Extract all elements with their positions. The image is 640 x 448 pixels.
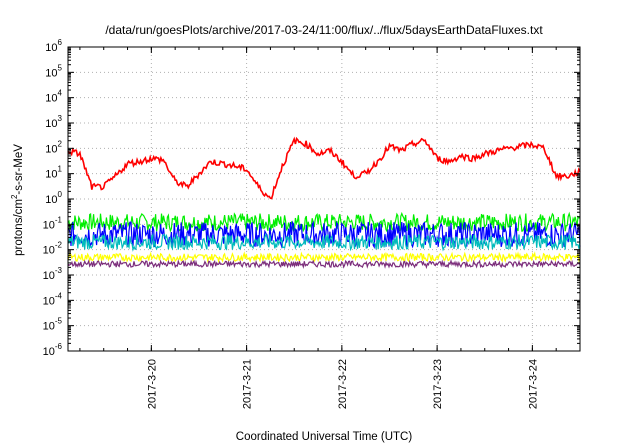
series-line-3 (67, 220, 581, 250)
y-tick-exponent: -2 (55, 241, 63, 250)
x-tick-label: 2017-3-20 (146, 359, 158, 409)
y-tick-label: 10-4 (43, 291, 63, 307)
y-tick-exponent: 5 (58, 63, 63, 72)
y-tick-labels: 10-610-510-410-310-210-11001011021031041… (43, 38, 63, 358)
x-tick-label: 2017-3-23 (432, 359, 444, 409)
y-tick-label: 10-5 (43, 317, 63, 333)
y-tick-base: 10 (45, 118, 57, 130)
y-tick-exponent: 6 (58, 38, 63, 47)
y-tick-label: 105 (45, 63, 62, 79)
y-tick-label: 10-1 (43, 215, 63, 231)
x-axis-label: Coordinated Universal Time (UTC) (236, 431, 413, 443)
y-tick-base: 10 (43, 219, 55, 231)
series-line-5 (67, 251, 581, 264)
y-tick-label: 10-6 (43, 342, 63, 358)
y-tick-exponent: -3 (55, 266, 63, 275)
y-axis-label-rest: -s-sr-MeV (13, 144, 25, 195)
y-tick-exponent: -4 (55, 291, 63, 300)
y-tick-label: 102 (45, 139, 62, 155)
y-tick-base: 10 (45, 143, 57, 155)
y-tick-label: 101 (45, 165, 62, 181)
y-tick-label: 10-2 (43, 241, 63, 257)
y-tick-base: 10 (43, 245, 55, 257)
y-tick-base: 10 (43, 270, 55, 282)
y-tick-base: 10 (45, 42, 57, 54)
y-tick-label: 106 (45, 38, 62, 54)
y-tick-base: 10 (43, 321, 55, 333)
y-tick-base: 10 (45, 67, 57, 79)
y-axis-label: protons/cm2-s-sr-MeV (10, 144, 25, 256)
y-tick-exponent: 1 (58, 165, 63, 174)
series-lines (67, 136, 581, 270)
y-tick-base: 10 (45, 169, 57, 181)
x-tick-label: 2017-3-22 (337, 359, 349, 409)
grid-lines (68, 47, 580, 351)
axis-ticks (68, 46, 581, 352)
y-tick-exponent: -6 (55, 342, 63, 351)
series-line-1 (67, 136, 581, 200)
y-tick-base: 10 (43, 346, 55, 358)
series-line-6 (67, 259, 581, 270)
series-line-4 (67, 232, 581, 252)
y-tick-exponent: 0 (58, 190, 63, 199)
y-axis-label-exponent: 2 (10, 194, 19, 199)
y-tick-exponent: 4 (58, 89, 63, 98)
chart-title: /data/run/goesPlots/archive/2017-03-24/1… (105, 23, 543, 37)
y-tick-base: 10 (43, 295, 55, 307)
y-tick-base: 10 (45, 194, 57, 206)
y-tick-exponent: -5 (55, 317, 63, 326)
y-axis-label-unit: protons/cm (13, 199, 25, 256)
y-tick-exponent: -1 (55, 215, 63, 224)
y-tick-base: 10 (45, 93, 57, 105)
y-tick-exponent: 2 (58, 139, 63, 148)
y-tick-exponent: 3 (58, 114, 63, 123)
y-tick-label: 103 (45, 114, 62, 130)
x-tick-label: 2017-3-21 (242, 359, 254, 409)
x-tick-label: 2017-3-24 (527, 359, 539, 409)
y-tick-label: 104 (45, 89, 62, 105)
y-tick-label: 10-3 (43, 266, 63, 282)
x-tick-labels: 2017-3-20 2017-3-21 2017-3-22 2017-3-23 2017… (146, 359, 539, 409)
y-tick-label: 100 (45, 190, 62, 206)
